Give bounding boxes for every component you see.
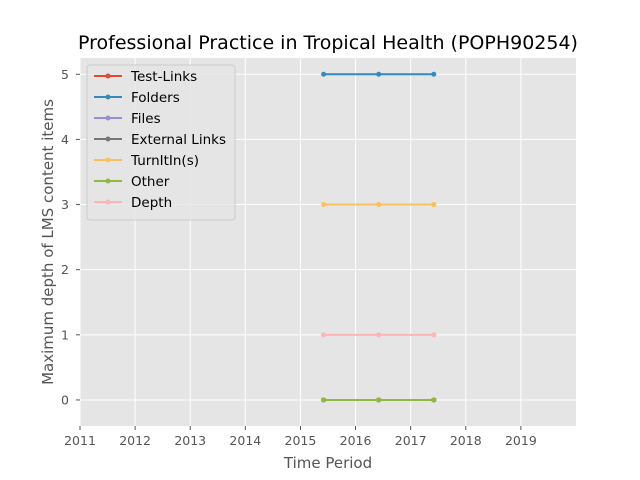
legend-label: Folders	[131, 90, 180, 106]
data-point-depth	[376, 332, 382, 338]
y-tick-label: 2	[61, 262, 69, 277]
y-tick-label: 5	[61, 67, 69, 82]
legend-label: Other	[131, 174, 170, 190]
chart-title: Professional Practice in Tropical Health…	[78, 32, 578, 54]
x-tick-label: 2013	[174, 433, 206, 448]
data-point-other	[431, 397, 437, 403]
x-tick-label: 2012	[119, 433, 151, 448]
series-folders	[321, 71, 437, 77]
data-point-turnitin-s	[376, 202, 382, 208]
legend-box	[86, 64, 236, 221]
legend-item: Depth	[94, 195, 172, 211]
x-tick-label: 2014	[229, 433, 261, 448]
legend: Test-Links Folders Files External Links Turn…	[86, 64, 236, 221]
x-tick-label: 2018	[450, 433, 482, 448]
data-point-turnitin-s	[321, 202, 327, 208]
x-tick-label: 2016	[340, 433, 372, 448]
data-point-other	[321, 397, 327, 403]
data-point-other	[376, 397, 382, 403]
legend-label: Files	[131, 111, 161, 127]
legend-item: Folders	[94, 90, 180, 106]
legend-label: Test-Links	[130, 69, 197, 85]
data-point-depth	[431, 332, 437, 338]
data-point-depth	[321, 332, 327, 338]
x-tick-label: 2011	[64, 433, 96, 448]
series-other	[321, 397, 437, 403]
y-tick-label: 4	[61, 132, 69, 147]
legend-swatch-marker	[105, 94, 111, 100]
legend-swatch-marker	[105, 199, 111, 205]
x-tick-label: 2015	[285, 433, 317, 448]
x-axis-ticks: 2011 2012 2013 2014 2015 2016 2017 2018 2019	[64, 426, 537, 448]
y-tick-label: 0	[61, 392, 69, 407]
legend-item: Test-Links	[94, 69, 197, 85]
data-point-folders	[376, 71, 382, 77]
x-tick-label: 2017	[395, 433, 427, 448]
series-depth	[321, 332, 437, 338]
x-axis-label: Time Period	[283, 454, 372, 472]
legend-label: External Links	[131, 132, 226, 148]
legend-swatch-marker	[105, 115, 111, 121]
y-axis-ticks: 0 1 2 3 4 5	[61, 67, 80, 407]
legend-item: External Links	[94, 132, 226, 148]
y-tick-label: 3	[61, 197, 69, 212]
x-tick-label: 2019	[505, 433, 537, 448]
y-tick-label: 1	[61, 327, 69, 342]
series-group	[321, 71, 437, 403]
legend-swatch-marker	[105, 178, 111, 184]
data-point-folders	[321, 71, 327, 77]
legend-swatch-marker	[105, 73, 111, 79]
legend-swatch-marker	[105, 157, 111, 163]
legend-swatch-marker	[105, 136, 111, 142]
data-point-turnitin-s	[431, 202, 437, 208]
legend-item: TurnItIn(s)	[94, 153, 199, 169]
legend-item: Other	[94, 174, 170, 190]
legend-label: TurnItIn(s)	[130, 153, 199, 169]
series-turnitin-s	[321, 202, 437, 208]
legend-label: Depth	[131, 195, 172, 211]
data-point-folders	[431, 71, 437, 77]
legend-item: Files	[94, 111, 161, 127]
y-axis-label: Maximum depth of LMS content items	[39, 99, 57, 385]
